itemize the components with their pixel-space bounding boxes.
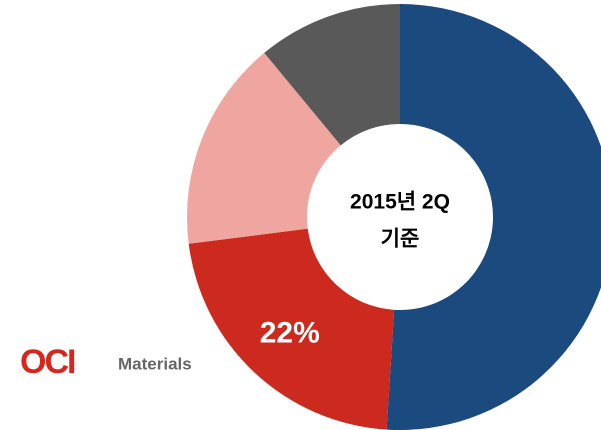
- donut-segment: [264, 4, 400, 146]
- center-label: 기준: [381, 228, 420, 251]
- donut-segment: [188, 228, 395, 430]
- logo-mark: OCI: [20, 343, 75, 381]
- data-label: 22%: [260, 316, 320, 349]
- donut-segment: [386, 4, 601, 430]
- logo: OCI Materials: [20, 343, 192, 381]
- center-label: 2015년 2Q: [350, 191, 450, 214]
- logo-name: Materials: [118, 354, 192, 373]
- donut-segment: [187, 52, 341, 244]
